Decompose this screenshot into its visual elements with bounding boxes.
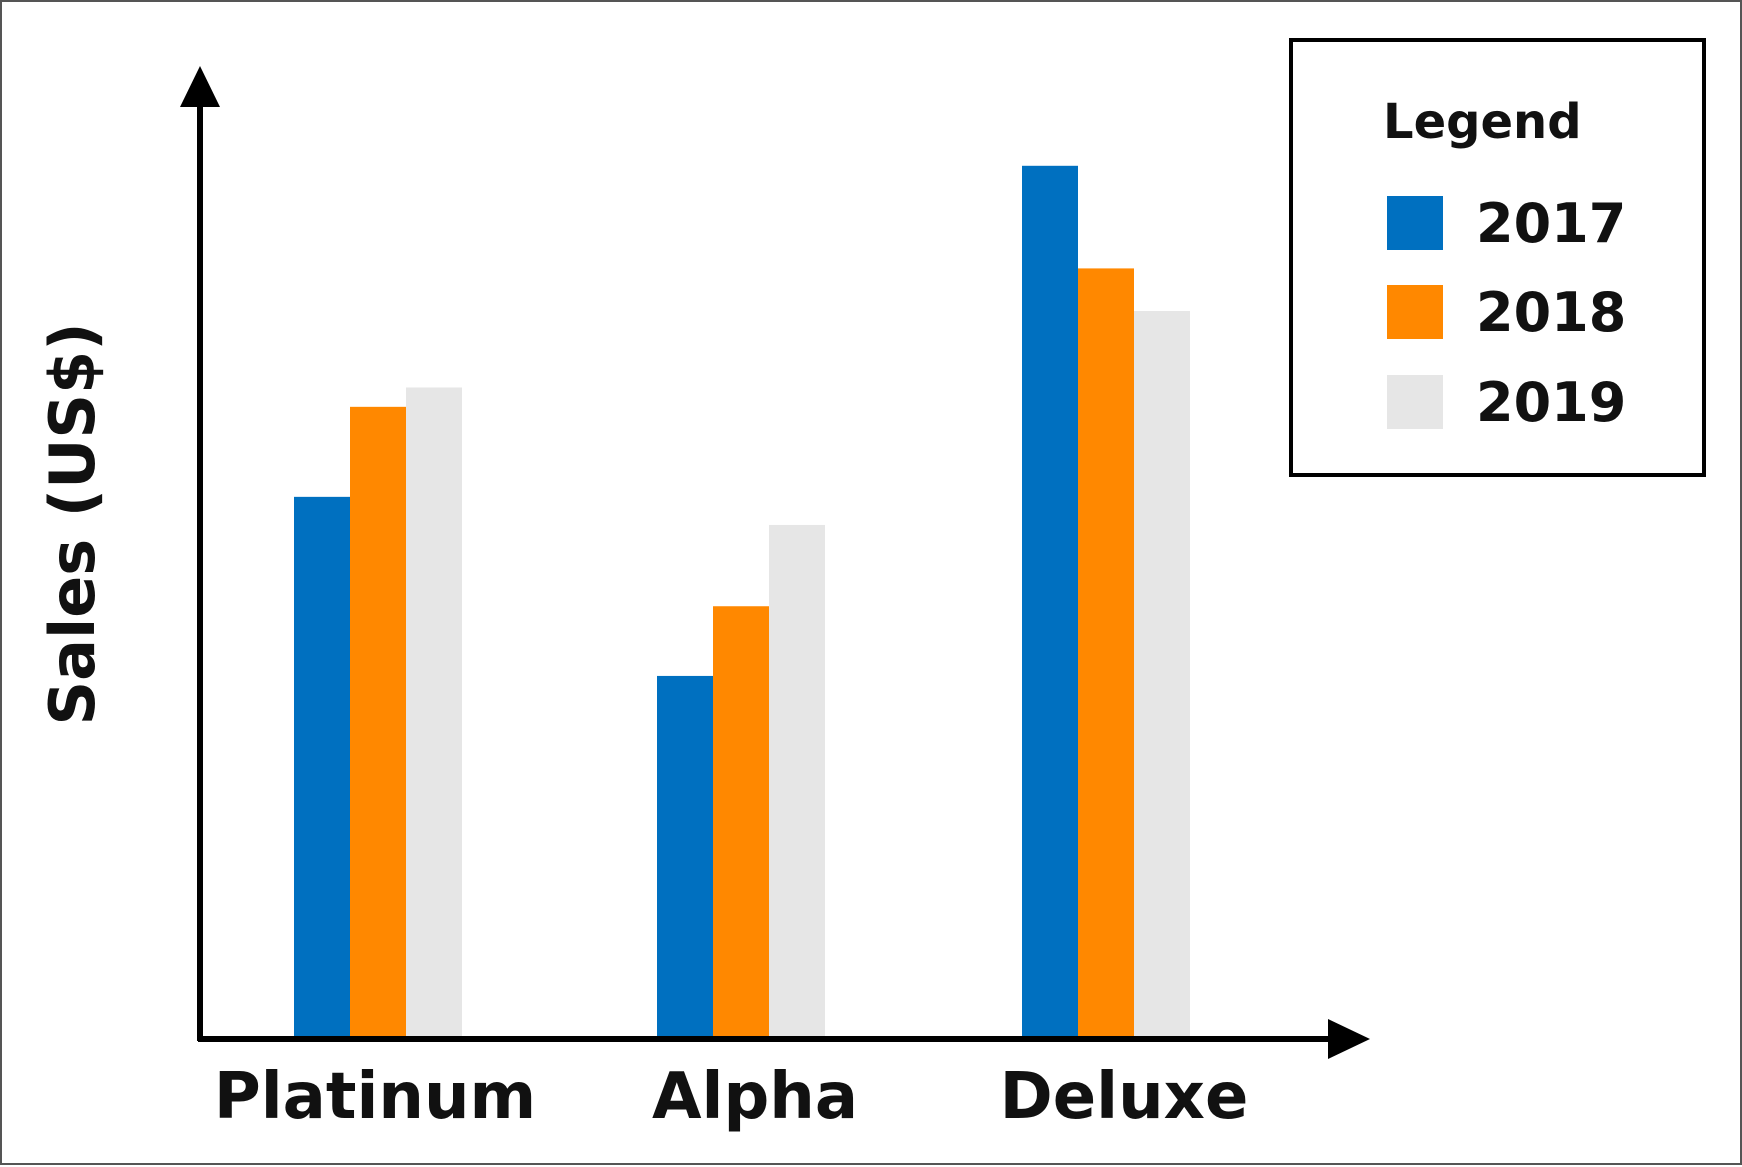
bar-alpha-2018	[713, 606, 769, 1037]
legend-swatch-2017	[1387, 196, 1443, 250]
bar-platinum-2017	[294, 496, 350, 1038]
bar-alpha-2019	[769, 524, 825, 1037]
bar-alpha-2017	[657, 675, 713, 1037]
bar-deluxe-2017	[1022, 165, 1078, 1038]
legend-label-2019: 2019	[1476, 371, 1626, 434]
bar-platinum-2018	[350, 406, 406, 1037]
legend: Legend 2017 2018 2019	[1289, 38, 1706, 477]
legend-title: Legend	[1383, 94, 1582, 150]
y-axis-arrow-icon	[180, 66, 220, 107]
x-tick-label-platinum: Platinum	[214, 1060, 536, 1134]
y-axis-label: Sales (US$)	[36, 322, 109, 725]
x-tick-labels: Platinum Alpha Deluxe	[214, 1060, 1249, 1134]
legend-box	[1289, 38, 1706, 477]
x-tick-label-alpha: Alpha	[652, 1060, 858, 1134]
bars-group	[294, 165, 1190, 1038]
bar-platinum-2019	[406, 387, 462, 1037]
legend-label-2017: 2017	[1476, 192, 1626, 255]
bar-deluxe-2019	[1134, 311, 1190, 1037]
legend-swatch-2019	[1387, 375, 1443, 429]
bar-deluxe-2018	[1078, 268, 1134, 1038]
legend-label-2018: 2018	[1476, 281, 1626, 344]
x-axis-arrow-icon	[1328, 1019, 1370, 1059]
legend-swatch-2018	[1387, 285, 1443, 339]
x-tick-label-deluxe: Deluxe	[1000, 1060, 1249, 1134]
